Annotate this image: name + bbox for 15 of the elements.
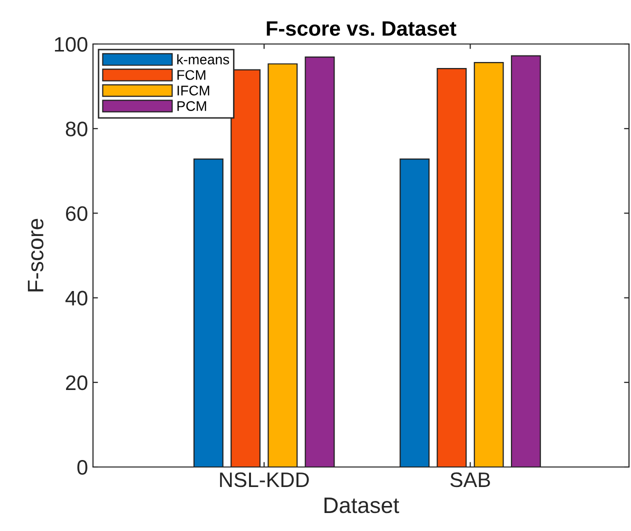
x-tick-label: NSL-KDD (220, 472, 309, 488)
y-tick-label: 40 (65, 290, 88, 306)
legend-label: IFCM (178, 86, 210, 96)
legend-label: PCM (177, 101, 206, 111)
x-axis-title: Dataset (324, 498, 400, 514)
y-axis-title: F-score (28, 218, 44, 292)
x-tick-label: SAB (450, 472, 490, 488)
y-tick-label: 20 (66, 375, 88, 390)
y-tick-label: 100 (54, 37, 88, 52)
y-tick-label: 60 (66, 206, 88, 221)
legend-label: FCM (177, 70, 206, 80)
chart-title: F-score vs. Dataset (266, 21, 456, 36)
legend-label: k-means (177, 54, 230, 64)
y-tick-label: 80 (66, 122, 88, 136)
y-tick-label: 0 (77, 460, 88, 475)
